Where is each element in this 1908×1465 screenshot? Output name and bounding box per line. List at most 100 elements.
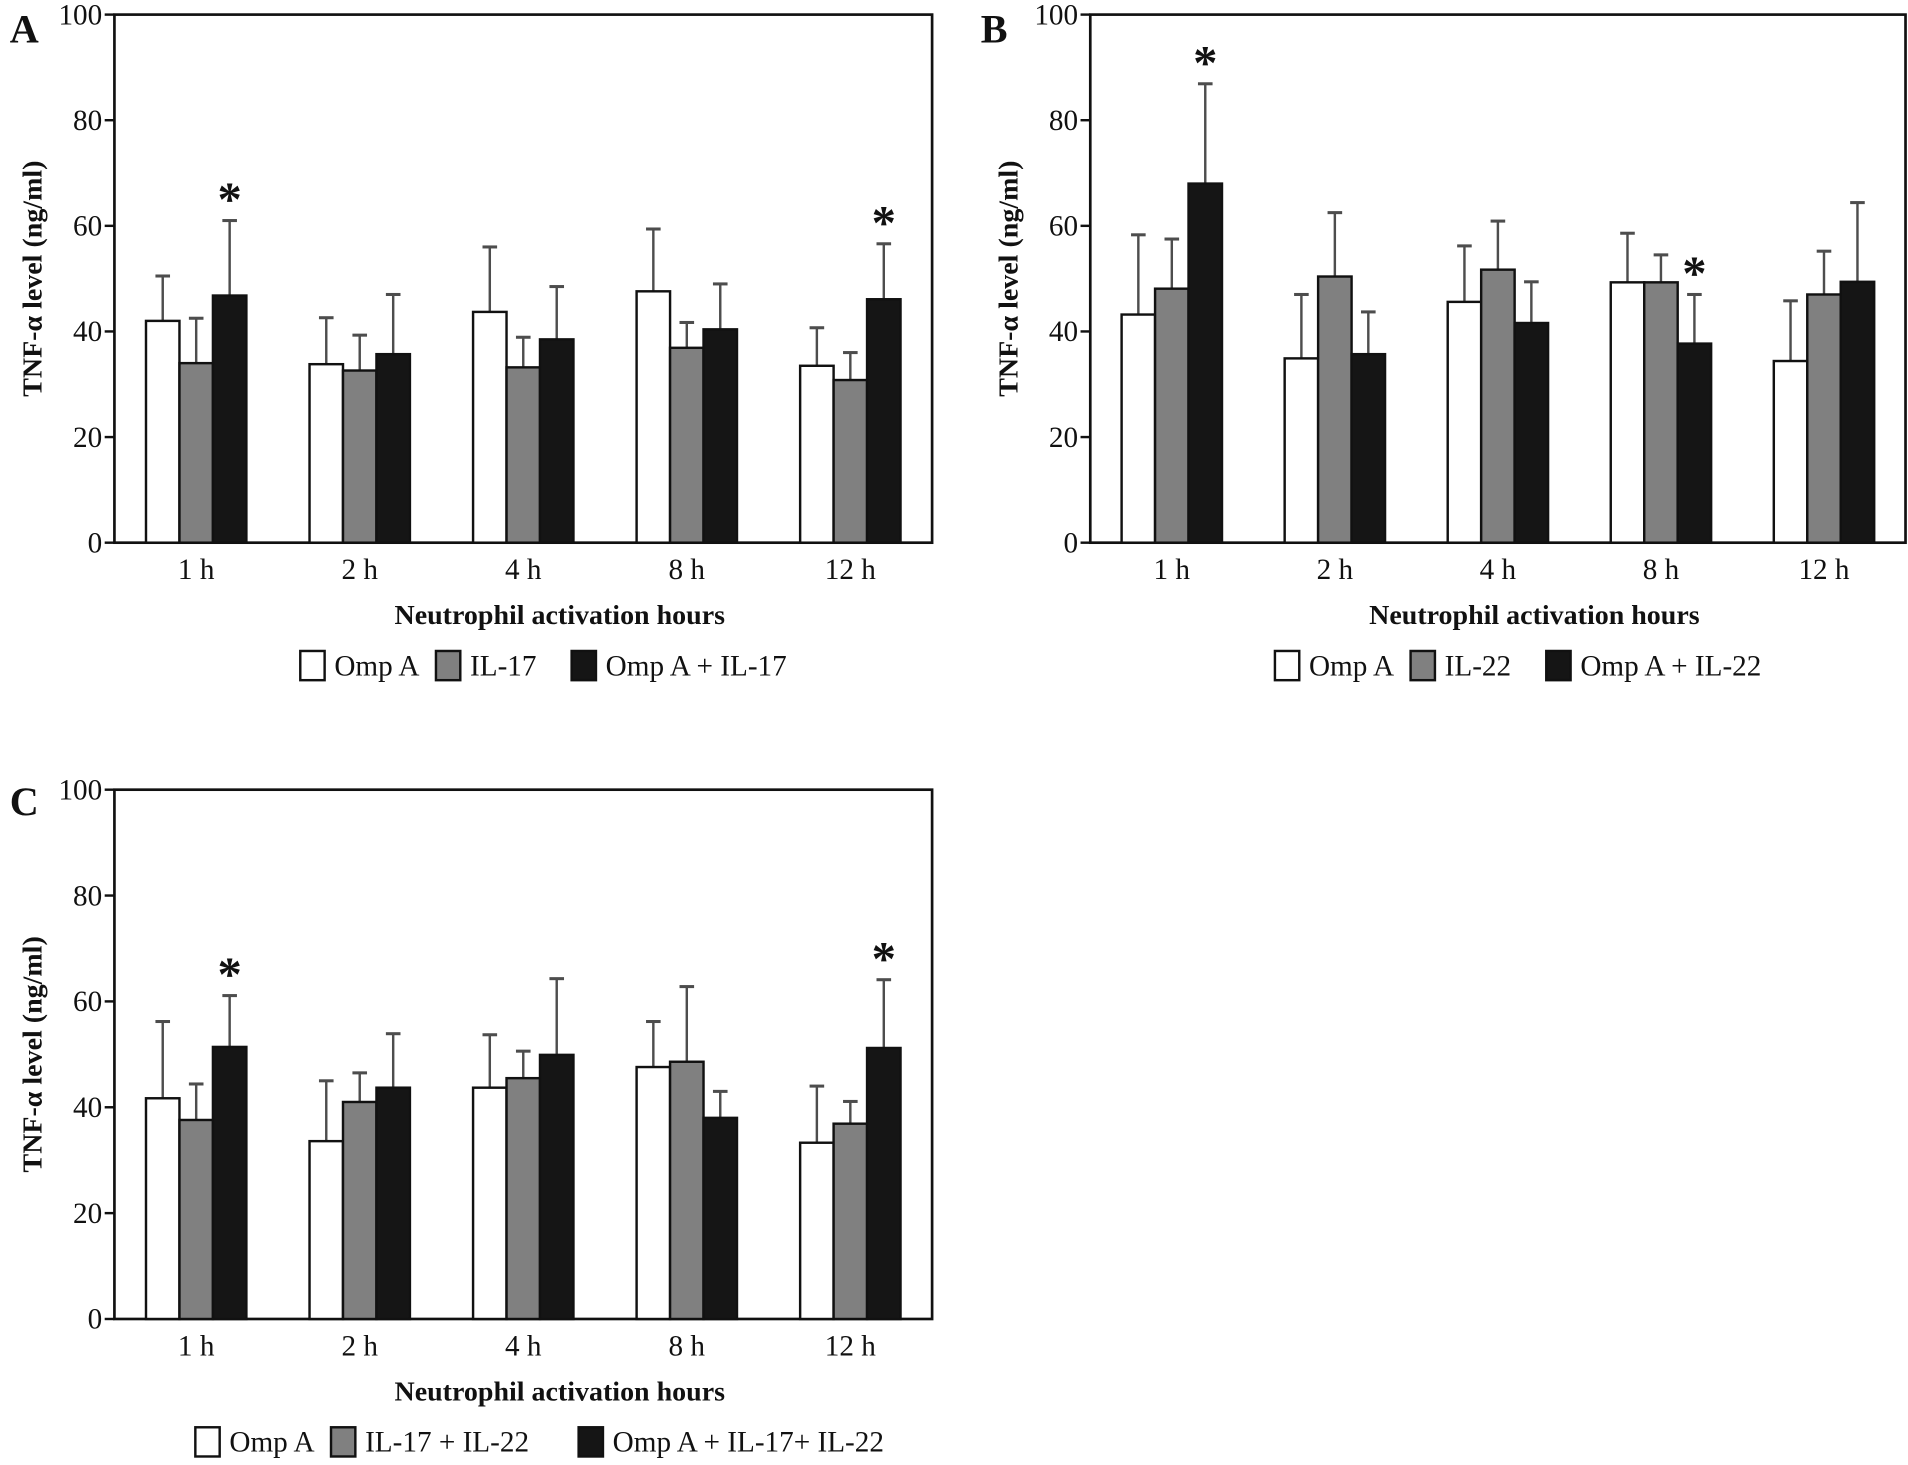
bar [178,1118,215,1321]
x-tick-label: 8 h [1643,554,1680,586]
y-axis-title: TNF-α level (ng/ml) [993,161,1024,397]
legend: Omp A IL-17 + IL-22 Omp A + IL-17+ IL-22 [194,1426,884,1459]
x-tick-label: 8 h [669,1330,706,1362]
panel-letter: B [981,7,1008,52]
x-tick-label: 2 h [341,554,378,586]
bar [505,366,542,544]
y-tick-label: 20 [73,422,102,454]
bar [1316,275,1353,544]
panel-c: C 0 20 40 60 80 100 TNF-α level (ng/ml) 1 h 2 h 4 … [10,774,934,1459]
legend-swatch [1273,649,1301,682]
bar [635,1065,672,1321]
y-tick-label: 60 [73,986,102,1018]
bar [1839,280,1876,544]
category-group [635,985,739,1321]
panel-a: A 0 20 40 60 80 100 TNF-α level (ng/ml) 1 h 2 h 4 … [10,0,934,682]
category-group [144,994,248,1321]
legend-swatch [299,649,326,682]
bar [1187,182,1224,544]
category-group [635,227,739,544]
category-group [308,292,412,544]
legend: Omp A IL-17 Omp A + IL-17 [299,649,787,682]
y-tick-label: 0 [1064,527,1079,559]
bar [211,1045,248,1321]
category-group [798,978,902,1321]
x-tick-label: 1 h [178,1330,215,1362]
legend-item: Omp A + IL-22 [1545,649,1761,682]
significance-star: * [872,932,896,986]
category-group [798,242,902,544]
panel-letter: C [10,779,39,824]
x-axis-title: Neutrophil activation hours [395,1377,726,1408]
x-tick-label: 12 h [825,554,876,586]
legend-item: Omp A [299,649,419,682]
x-tick-label: 2 h [1317,554,1354,586]
bar [471,1086,508,1321]
bar [798,364,835,544]
bar [1120,313,1157,544]
legend-item: Omp A [1273,649,1394,682]
y-tick-label: 80 [73,105,102,137]
bar [1772,359,1809,544]
x-tick-label: 1 h [1154,554,1191,586]
y-tick-label: 40 [73,1092,102,1124]
bar [832,1122,869,1321]
category-group [1609,231,1713,544]
legend-swatch [1545,649,1572,682]
bar [865,298,902,544]
category-group [308,1032,412,1321]
category-group [471,977,575,1321]
legend-label: Omp A [229,1427,314,1459]
legend: Omp A IL-22 Omp A + IL-22 [1273,649,1761,682]
y-tick-label: 60 [73,211,102,243]
legend-item: IL-17 + IL-22 [329,1426,529,1459]
bar [1806,293,1842,544]
bar [505,1076,542,1321]
legend-swatch [329,1426,357,1458]
bar [308,362,345,544]
legend-item: Omp A [194,1426,315,1459]
legend-label: IL-22 [1445,650,1511,682]
x-tick-label: 12 h [1798,554,1849,586]
y-tick-label: 100 [1034,0,1078,31]
bar [1643,281,1679,544]
significance-star: * [217,948,241,1002]
y-tick-label: 20 [73,1198,102,1230]
x-axis-title: Neutrophil activation hours [395,600,726,631]
significance-star: * [1193,36,1217,90]
y-axis-title: TNF-α level (ng/ml) [17,936,48,1172]
legend-item: IL-22 [1409,649,1511,682]
bar [471,310,508,544]
legend-swatch [577,1426,605,1458]
legend-label: Omp A + IL-22 [1580,650,1761,682]
y-tick-label: 40 [73,316,102,348]
category-group [1772,201,1876,544]
bar [635,290,672,544]
legend-label: Omp A + IL-17+ IL-22 [613,1427,884,1459]
legend-item: Omp A + IL-17+ IL-22 [577,1426,884,1459]
x-axis-title: Neutrophil activation hours [1369,600,1700,631]
legend-swatch [1409,649,1437,682]
bar [1153,287,1190,544]
bar [702,328,739,544]
y-tick-label: 0 [88,527,103,559]
x-tick-label: 4 h [1480,554,1517,586]
significance-star: * [1682,247,1706,301]
bar [668,1060,705,1321]
bar [1283,357,1320,544]
bar [341,1100,378,1321]
significance-star: * [217,173,241,227]
y-tick-label: 100 [58,774,102,806]
bar [538,338,575,544]
category-group [144,219,248,544]
bar [341,369,378,544]
bar [375,1086,412,1321]
category-group [471,245,575,544]
legend-item: IL-17 [434,649,536,682]
category-group [1446,219,1550,544]
bar [865,1046,902,1321]
bar [1446,300,1483,544]
bar [144,319,181,544]
x-tick-label: 1 h [178,554,215,586]
bar [178,361,215,544]
